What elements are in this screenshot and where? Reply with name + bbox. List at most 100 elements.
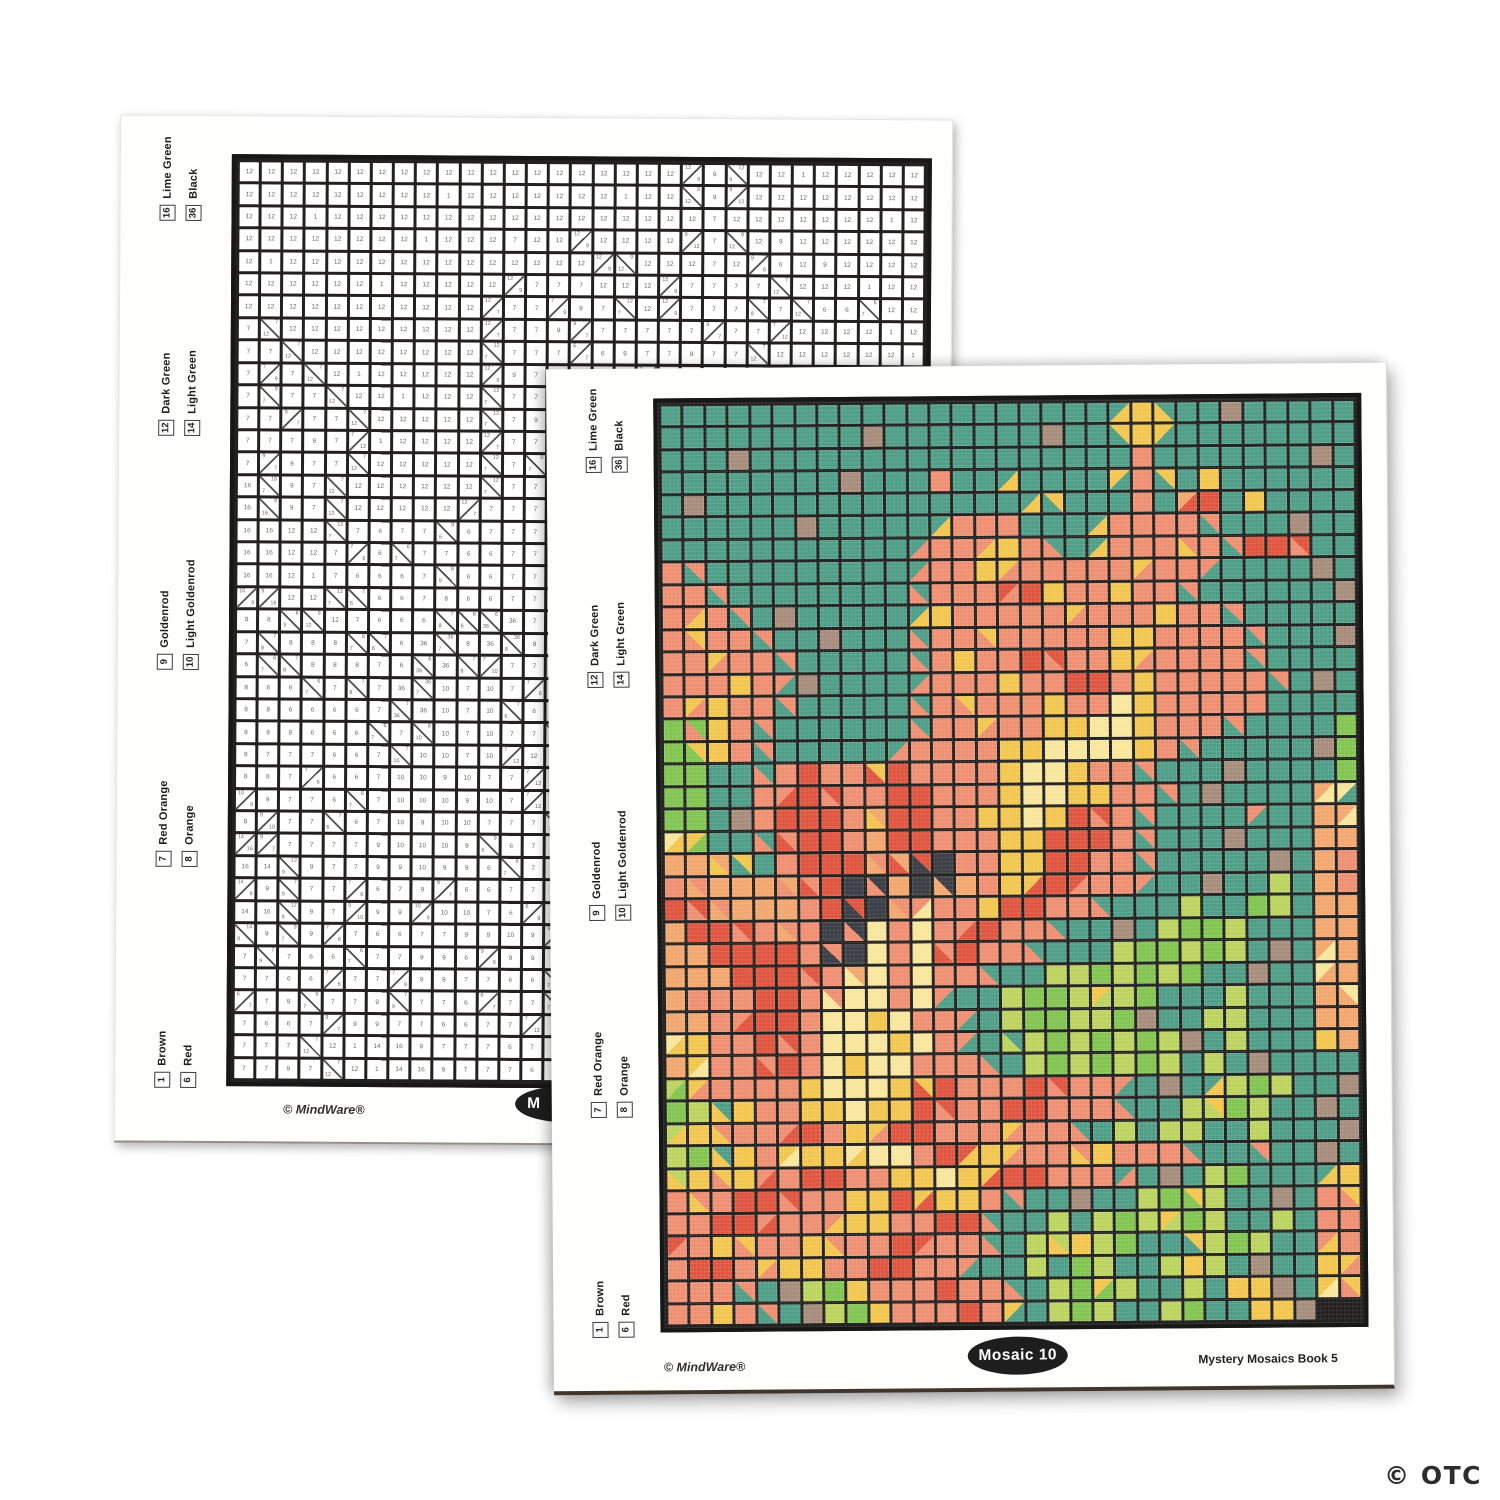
mosaic-cell [1295,1232,1316,1253]
mosaic-cell [1288,401,1309,421]
color-number-box: 36 [184,204,202,221]
mosaic-cell [686,787,707,808]
mosaic-cell [1224,761,1245,781]
number-cell: 7 [523,858,543,879]
mosaic-cell [731,742,751,763]
mosaic-cell [1094,1278,1114,1299]
mosaic-cell [1025,1144,1046,1165]
mosaic-cell [1002,987,1022,1008]
number-cell: 36 [391,678,411,699]
number-cell: 12 [371,409,391,430]
mosaic-cell [667,1169,687,1190]
mosaic-cell [1048,1122,1068,1142]
mosaic-cell [844,876,864,897]
mosaic-cell [731,765,751,785]
number-cell: 9 [390,857,410,878]
number-cell: 7 [502,724,522,744]
number-cell: 6 [815,300,835,320]
mosaic-cell [1203,918,1223,939]
number-cell: 12 [437,477,457,497]
mosaic-cell [1272,1120,1292,1140]
number-cell: 12 [461,185,481,206]
mosaic-cell [1178,604,1199,624]
mosaic-cell [864,539,884,560]
number-cell: 6 36 [480,611,501,632]
mosaic-cell [1226,985,1246,1006]
mosaic-cell [820,652,840,672]
number-cell: 12 [505,208,525,229]
mosaic-cell [1111,604,1131,625]
mosaic-cell [1093,1189,1113,1209]
number-cell: 7 [523,881,543,901]
mosaic-cell [1223,581,1243,602]
mosaic-cell [756,1146,777,1167]
mosaic-cell [1267,468,1287,489]
mosaic-cell [1092,1099,1113,1119]
number-cell: 7 [346,857,366,878]
number-cell: 12 [438,208,459,228]
number-cell: 7 [503,589,523,610]
number-cell: 12 [239,184,259,205]
mosaic-cell [1206,1278,1226,1298]
mosaic-cell [1156,694,1177,715]
copyright-text: © MindWare® [663,1359,746,1375]
mosaic-cell [1291,783,1312,803]
mosaic-cell [661,473,682,494]
mosaic-cell [667,1192,688,1213]
number-cell: 6 [258,677,279,698]
number-cell: 14 [235,901,255,922]
mosaic-cell [818,405,838,425]
mosaic-cell [821,831,842,852]
color-number-box: 9 [156,653,173,670]
number-cell: 6 [392,611,412,631]
number-cell: 7 [304,498,324,519]
number-cell: 1 [303,566,324,586]
number-cell: 12 [859,210,880,231]
mosaic-cell [1044,650,1064,670]
color-label: Brown [155,1030,169,1066]
mosaic-cell [1070,1121,1091,1142]
mosaic-cell [1317,1119,1337,1140]
number-cell: 9 [504,365,524,386]
mosaic-cell [980,1077,1000,1098]
number-cell: 7 [456,970,476,990]
mosaic-cell [1113,874,1133,895]
mosaic-cell [779,1146,799,1167]
mosaic-cell [1271,1075,1292,1095]
number-cell: 12 [549,208,569,229]
mosaic-cell [843,786,864,807]
mosaic-cell [1293,917,1313,938]
number-cell: 10 [391,768,411,788]
mosaic-cell [981,1189,1001,1210]
mosaic-cell [1228,1255,1249,1276]
mosaic-cell [866,831,886,852]
number-cell: 12 [814,345,835,365]
number-cell: 9 [368,835,388,855]
mosaic-cell [865,696,885,717]
mosaic-cell [758,1304,778,1324]
mosaic-cell [997,426,1018,446]
mosaic-cell [1002,1010,1022,1030]
mosaic-cell [688,1012,709,1033]
mosaic-cell [1003,1144,1023,1165]
mosaic-cell [1314,783,1334,803]
mosaic-cell [1339,1119,1360,1140]
number-cell: 12 [616,231,636,252]
mosaic-cell [708,697,728,718]
mosaic-cell [1335,625,1356,646]
mosaic-cell [908,426,928,447]
mosaic-cell [912,943,932,964]
mosaic-cell [756,1101,776,1122]
number-cell: 7 [503,455,524,475]
number-cell: 7 [391,723,411,744]
mosaic-cell [867,943,887,964]
number-cell: 7 [503,500,523,520]
mosaic-cell [733,1102,754,1122]
mosaic-cell [932,718,953,739]
mosaic-cell [1115,1121,1135,1142]
number-cell: 12 [593,231,614,252]
number-cell: 9 [457,791,477,811]
number-cell: 6 [236,655,257,675]
